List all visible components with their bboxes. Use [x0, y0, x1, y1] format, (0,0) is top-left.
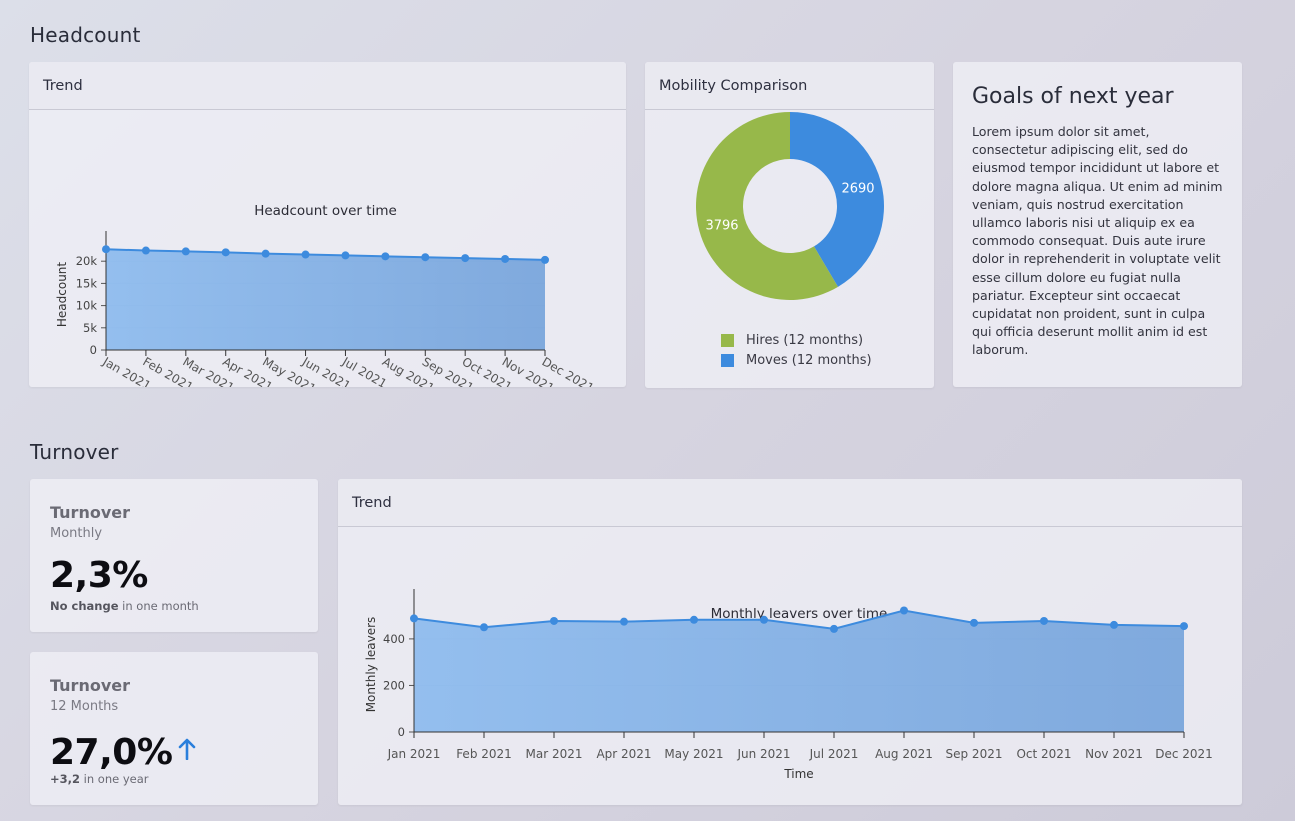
lv-x-tick-label: Feb 2021 [456, 747, 512, 761]
turnover-yearly-note-period: in one year [80, 772, 149, 786]
headcount-section-title: Headcount [30, 23, 141, 47]
legend-hires-swatch [721, 334, 734, 347]
turnover-trend-header: Trend [338, 479, 1242, 527]
turnover-trend-card: Trend Monthly leavers over time 0 200 400 Ja… [338, 479, 1242, 805]
hc-data-point [501, 254, 510, 263]
hc-data-point [141, 246, 150, 255]
hc-y-tick-label: 20k [76, 254, 98, 268]
hc-y-axis-label: Headcount [55, 262, 69, 328]
lv-y-tick-label: 400 [383, 632, 405, 646]
hc-data-point [181, 247, 190, 256]
lv-x-tick-label: Mar 2021 [526, 747, 583, 761]
hc-data-point [421, 253, 430, 262]
lv-x-axis-label: Time [783, 767, 813, 781]
hc-data-point [301, 250, 310, 259]
headcount-trend-card: Trend Headcount over time 0 5k 10k 15k 20k Jan… [29, 62, 626, 387]
goals-body-text: Lorem ipsum dolor sit amet, consectetur … [972, 124, 1223, 358]
lv-data-point [970, 618, 978, 627]
turnover-monthly-note-change: No change [50, 599, 119, 613]
turnover-yearly-note: +3,2 in one year [50, 772, 149, 786]
lv-area [414, 610, 1184, 732]
hc-series-line [105, 248, 546, 261]
turnover-yearly-card: Turnover 12 Months 27,0% +3,2 in one yea… [30, 652, 318, 805]
turnover-yearly-value: 27,0% [50, 732, 173, 773]
hc-data-point [102, 245, 110, 254]
lv-data-point [760, 615, 768, 624]
leavers-chart: Monthly leavers over time 0 200 400 Jan 2021… [364, 589, 1213, 781]
lv-data-point [1110, 620, 1118, 629]
lv-x-tick-label: Aug 2021 [875, 747, 933, 761]
mobility-header: Mobility Comparison [645, 62, 934, 110]
turnover-yearly-label: Turnover [50, 676, 130, 695]
lv-data-point [480, 623, 488, 632]
lv-data-point [690, 615, 698, 624]
hc-y-tick-label: 0 [90, 343, 97, 357]
turnover-yearly-period: 12 Months [50, 699, 119, 714]
hc-data-point [221, 248, 230, 257]
lv-x-tick-label: Dec 2021 [1155, 747, 1213, 761]
hc-y-tick-label: 10k [76, 299, 98, 313]
legend-hires-label: Hires (12 months) [746, 333, 864, 348]
lv-data-point [410, 614, 418, 623]
turnover-monthly-note-period: in one month [118, 599, 199, 613]
lv-x-tick-label: May 2021 [664, 747, 723, 761]
lv-data-point [900, 606, 908, 615]
lv-series-line [413, 609, 1185, 630]
lv-data-point [1040, 616, 1048, 625]
hc-data-point [381, 252, 390, 261]
legend-hires[interactable]: Hires (12 months) [721, 333, 863, 348]
hc-title: Headcount over time [254, 203, 397, 219]
hc-data-point [341, 251, 350, 260]
arrow-up-icon [178, 728, 196, 769]
lv-x-tick-label: Jul 2021 [809, 747, 859, 761]
hc-y-tick-label: 5k [83, 321, 97, 335]
lv-data-point [830, 624, 838, 633]
lv-x-tick-label: Sep 2021 [946, 747, 1003, 761]
turnover-yearly-note-change: +3,2 [50, 772, 81, 786]
lv-y-axis-label: Monthly leavers [364, 617, 378, 713]
turnover-section-title: Turnover [30, 440, 119, 464]
lv-x-tick-label: Apr 2021 [596, 747, 651, 761]
headcount-trend-header: Trend [29, 62, 626, 110]
hc-data-point [461, 254, 470, 263]
turnover-monthly-label: Turnover [50, 503, 130, 522]
donut-slice [696, 112, 838, 300]
lv-x-tick-label: Jan 2021 [387, 747, 441, 761]
goals-title: Goals of next year [972, 84, 1174, 109]
lv-data-point [550, 616, 558, 625]
legend-moves-swatch [721, 354, 734, 367]
hc-data-point [261, 249, 270, 258]
turnover-monthly-card: Turnover Monthly 2,3% No change in one m… [30, 479, 318, 632]
lv-title: Monthly leavers over time [711, 606, 888, 622]
hc-y-tick-label: 15k [76, 276, 98, 290]
donut-slice [790, 112, 884, 287]
lv-y-tick-label: 0 [398, 725, 405, 739]
legend-moves-label: Moves (12 months) [746, 353, 872, 368]
legend-moves[interactable]: Moves (12 months) [721, 353, 872, 368]
mobility-card: Mobility Comparison 2690 3796 Hires (12 m… [645, 62, 934, 388]
goals-card: Goals of next year Lorem ipsum dolor sit… [953, 62, 1242, 387]
lv-data-point [1180, 622, 1188, 631]
lv-x-tick-label: Jun 2021 [736, 747, 790, 761]
turnover-monthly-period: Monthly [50, 526, 103, 541]
lv-x-tick-label: Nov 2021 [1085, 747, 1143, 761]
lv-data-point [620, 617, 628, 626]
donut-slice-value-label: 2690 [841, 181, 874, 196]
turnover-yearly-value-row: 27,0% [50, 728, 196, 773]
lv-y-tick-label: 200 [383, 678, 405, 692]
mobility-donut-chart: 2690 3796 [696, 112, 884, 300]
turnover-monthly-note: No change in one month [50, 599, 199, 613]
lv-x-tick-label: Oct 2021 [1016, 747, 1071, 761]
hc-data-point [541, 255, 549, 264]
hc-area [106, 249, 545, 350]
turnover-monthly-value: 2,3% [50, 555, 148, 596]
donut-slice-value-label: 3796 [705, 219, 738, 234]
